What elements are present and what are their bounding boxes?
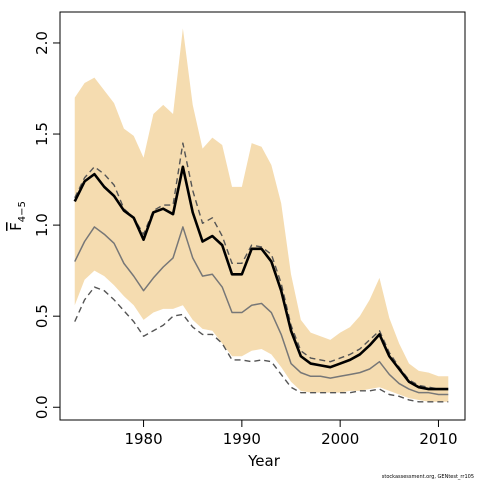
y-tick-label-1.0: 1.0: [33, 213, 51, 237]
series-layer: [73, 142, 449, 403]
plot-frame: [59, 11, 466, 421]
credit-text: stockassessment.org, GENtest_rr105: [382, 474, 474, 480]
x-axis-title: Year: [247, 452, 281, 470]
x-tick-label-1980: 1980: [124, 430, 162, 448]
y-axis-title-subscript: 4−5: [17, 201, 28, 222]
y-axis-title-main: F: [7, 222, 25, 231]
y-tick-label-0.0: 0.0: [33, 395, 51, 419]
confidence-band: [74, 28, 449, 402]
x-tick-label-1990: 1990: [223, 430, 261, 448]
x-axis: 1980 1990 2000 2010: [124, 420, 458, 448]
y-tick-label-0.5: 0.5: [33, 304, 51, 328]
svg-text:F4−5: F4−5: [7, 201, 28, 231]
y-tick-label-2.0: 2.0: [33, 31, 51, 55]
series-line-estimate: [73, 165, 449, 391]
y-tick-label-1.5: 1.5: [33, 122, 51, 146]
confidence-band-layer: [74, 28, 449, 402]
series-line-dashed-3: [74, 142, 449, 390]
y-axis: 0.0 0.5 1.0 1.5 2.0: [33, 31, 60, 419]
x-tick-label-2010: 2010: [419, 430, 457, 448]
y-axis-title: F4−5: [7, 201, 28, 231]
x-tick-label-2000: 2000: [321, 430, 359, 448]
series-line-thin: [74, 226, 449, 396]
